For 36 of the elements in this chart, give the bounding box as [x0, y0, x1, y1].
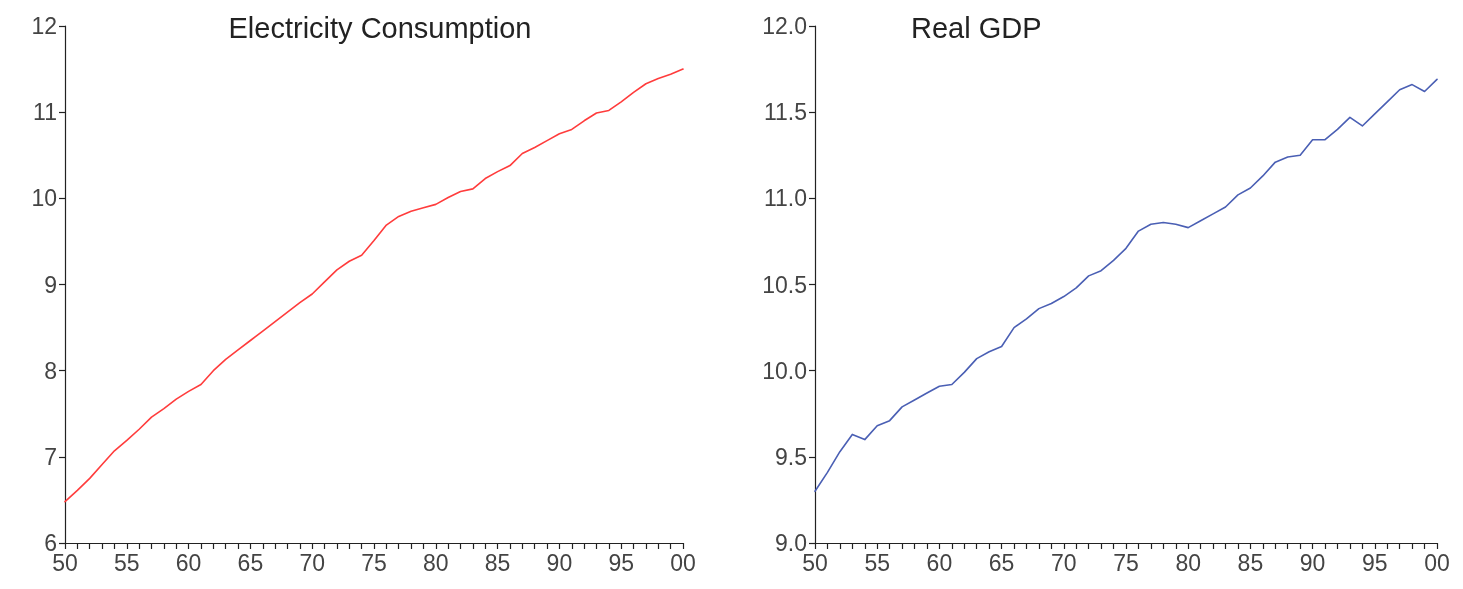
x-tick-label: 55 [114, 549, 140, 576]
y-tick-label: 7 [44, 443, 57, 470]
x-tick-label: 85 [1237, 549, 1264, 576]
line-series [814, 78, 1438, 493]
x-tick-label: 00 [1424, 549, 1450, 576]
x-tick-label: 60 [926, 549, 953, 576]
x-tick-label: 70 [1051, 549, 1077, 576]
x-tick-label: 65 [988, 549, 1015, 576]
x-tick-label: 95 [608, 549, 634, 576]
x-tick-label: 75 [1113, 549, 1139, 576]
x-tick-label: 90 [1299, 549, 1326, 576]
x-tick-label: 60 [175, 549, 202, 576]
y-tick-label: 10.0 [762, 357, 807, 384]
x-tick-label: 65 [237, 549, 264, 576]
y-tick-label: 12.0 [762, 13, 807, 39]
y-tick-label: 9 [44, 271, 57, 298]
x-tick-label: 85 [484, 549, 511, 576]
y-tick-label: 8 [44, 357, 57, 384]
y-tick-label: 12 [31, 13, 57, 39]
y-tick-label: 11.5 [763, 99, 807, 126]
x-tick-label: 70 [299, 549, 325, 576]
chart-title: Real GDP [911, 11, 1042, 44]
y-tick-label: 11 [33, 99, 57, 126]
y-tick-label: 10.5 [762, 271, 807, 298]
x-tick-label: 80 [423, 549, 449, 576]
y-tick-label: 11.0 [763, 185, 807, 212]
x-tick-label: 90 [546, 549, 573, 576]
chart-title: Electricity Consumption [228, 11, 532, 44]
y-tick-label: 9.5 [775, 443, 807, 470]
x-tick-label: 55 [864, 549, 890, 576]
line-series [64, 68, 684, 503]
y-tick-label: 10 [31, 185, 57, 212]
x-tick-label: 80 [1175, 549, 1201, 576]
x-tick-label: 00 [670, 549, 696, 576]
x-tick-label: 95 [1362, 549, 1388, 576]
x-tick-label: 75 [361, 549, 387, 576]
